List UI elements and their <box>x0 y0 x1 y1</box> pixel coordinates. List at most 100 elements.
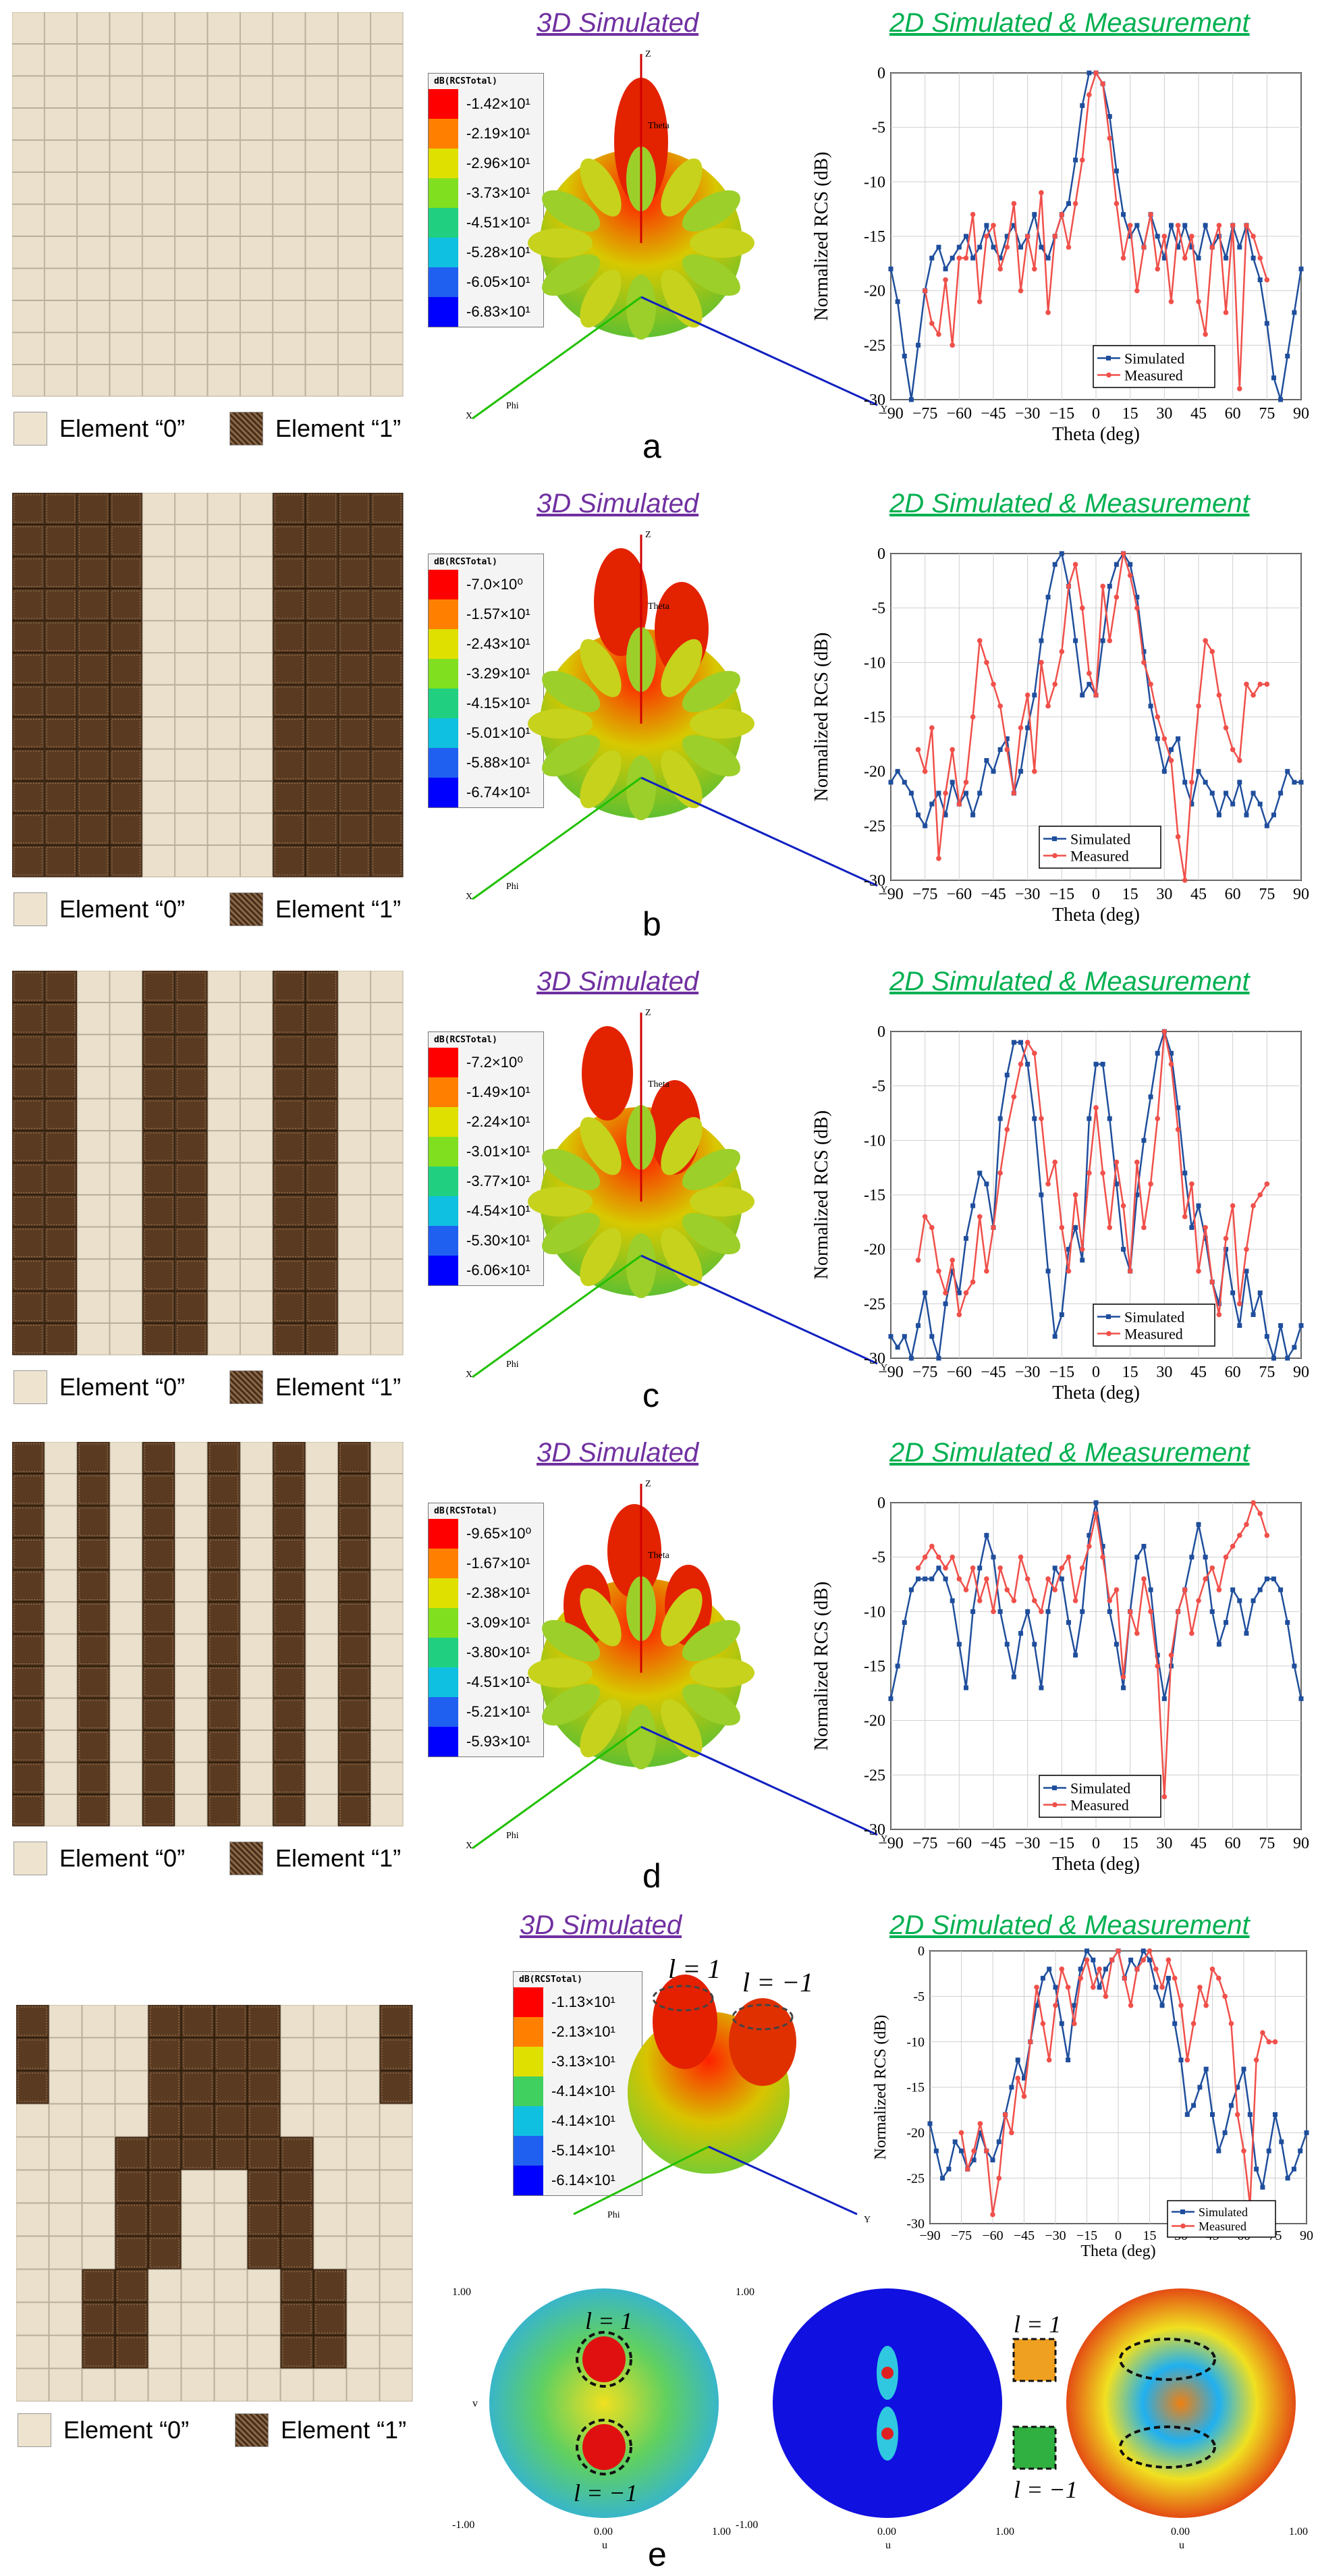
x-tick-label: 30 <box>1156 1835 1172 1852</box>
y-tick-label: -25 <box>906 2171 925 2186</box>
unit-cell-0 <box>16 2170 49 2203</box>
data-point-measured <box>1018 288 1024 294</box>
data-point-simulated <box>1271 1356 1276 1361</box>
uv-tick-u-center: 0.00 <box>594 2526 613 2538</box>
unit-cell-1 <box>370 493 404 525</box>
axis-phi-label: Phi <box>506 1360 519 1370</box>
colorbar-label: -6.06×10¹ <box>466 1262 530 1279</box>
unit-cell-0 <box>44 76 78 108</box>
colorbar-swatch <box>429 149 458 178</box>
unit-cell-1-texture <box>307 494 336 522</box>
side-lobe <box>661 750 703 809</box>
data-point-measured <box>1078 1975 1083 1981</box>
x-tick-label: −45 <box>1014 2228 1035 2243</box>
data-point-measured <box>1039 1609 1044 1615</box>
unit-cell-0 <box>370 1195 404 1227</box>
unit-cell-0 <box>44 1442 78 1474</box>
unit-cell-1 <box>273 1227 306 1259</box>
unit-cell-1 <box>142 1602 175 1634</box>
data-point-simulated <box>1080 103 1085 108</box>
data-point-measured <box>977 1214 983 1220</box>
unit-cell-0 <box>346 2335 380 2369</box>
unit-cell-1-texture <box>79 719 108 747</box>
hotspot-minus <box>582 2424 626 2470</box>
legend-element-1: Element “1” <box>229 1842 401 1875</box>
unit-cell-0 <box>115 2005 148 2038</box>
unit-cell-0 <box>337 204 371 236</box>
unit-cell-1 <box>337 717 371 749</box>
data-point-simulated <box>963 1236 968 1241</box>
unit-cell-1 <box>16 2070 49 2104</box>
unit-cell-1-texture <box>275 558 304 587</box>
data-point-measured <box>1228 2020 1234 2027</box>
unit-cell-1 <box>273 620 306 653</box>
unit-cell-1 <box>273 717 306 749</box>
unit-cell-1 <box>207 1698 240 1730</box>
data-point-simulated <box>977 2130 983 2135</box>
unit-cell-0 <box>142 332 175 365</box>
colorbar-row: -2.38×10¹ <box>429 1578 543 1608</box>
unit-cell-0 <box>82 2236 115 2270</box>
data-point-measured <box>1264 277 1270 283</box>
data-point-simulated <box>923 823 928 828</box>
unit-cell-1 <box>305 1259 338 1291</box>
y-tick-label: -5 <box>872 1078 885 1096</box>
side-lobe <box>580 1699 622 1758</box>
data-point-simulated <box>977 1565 983 1571</box>
unit-cell-0 <box>175 12 208 44</box>
unit-cell-0 <box>370 76 404 108</box>
data-point-simulated <box>902 353 907 358</box>
unit-cell-0 <box>175 332 208 365</box>
unit-cell-1 <box>181 2137 215 2170</box>
uv-map-ideal: 1.00 -1.00 0.00 1.00 u <box>736 2286 1014 2551</box>
data-point-simulated <box>970 1203 976 1208</box>
unit-cell-1 <box>142 1442 175 1474</box>
colorbar-swatch <box>429 1107 458 1137</box>
unit-cell-1-texture <box>13 1636 43 1664</box>
legend-element-0: Element “0” <box>13 1842 185 1875</box>
unit-cell-1 <box>77 1569 110 1602</box>
unit-cell-1 <box>44 685 78 717</box>
unit-cell-1-texture <box>79 591 108 619</box>
colorbar-label: -2.96×10¹ <box>466 155 530 171</box>
unit-cell-1 <box>109 620 142 653</box>
data-point-simulated <box>1298 1323 1304 1329</box>
unit-cell-1-texture <box>373 494 402 522</box>
y-tick-label: -30 <box>906 2217 925 2232</box>
data-point-measured <box>1024 1576 1031 1582</box>
unit-cell-0 <box>240 653 273 685</box>
unit-cell-1-texture <box>307 1164 336 1193</box>
data-point-simulated <box>1257 1290 1263 1295</box>
chart-legend <box>1167 2200 1276 2238</box>
unit-cell-1-texture <box>307 1261 336 1289</box>
unit-cell-1 <box>273 1698 306 1730</box>
data-point-simulated <box>1304 2130 1309 2135</box>
unit-cell-1-texture <box>46 622 76 651</box>
unit-cell-0 <box>214 2335 248 2369</box>
unit-cell-1-texture <box>144 1443 173 1472</box>
unit-cell-0 <box>305 1569 338 1602</box>
unit-cell-0 <box>207 525 240 557</box>
unit-cell-1-texture <box>111 815 140 843</box>
unit-cell-0 <box>337 971 371 1002</box>
unit-cell-1 <box>12 1067 45 1099</box>
x-tick-label: 45 <box>1190 886 1207 903</box>
legend-marker <box>1106 372 1111 378</box>
axis-phi-label: Phi <box>607 2210 620 2220</box>
unit-cell-1 <box>305 781 338 813</box>
axis-x-line <box>573 2145 709 2216</box>
data-point-simulated <box>1045 255 1051 261</box>
unit-cell-0 <box>44 1730 78 1763</box>
unit-cell-0 <box>370 204 404 236</box>
x-tick-label: 15 <box>1122 1364 1138 1381</box>
data-point-simulated <box>908 397 914 402</box>
data-point-measured <box>991 681 996 687</box>
unit-cell-1 <box>305 653 338 685</box>
colorbar-row: -3.13×10¹ <box>514 2047 642 2076</box>
data-point-simulated <box>1291 2166 1296 2172</box>
y-tick-label: -20 <box>906 2126 925 2141</box>
data-point-simulated <box>1189 244 1195 250</box>
colorbar-label: -6.74×10¹ <box>466 784 530 801</box>
data-point-simulated <box>1264 1334 1269 1339</box>
lobe-peak <box>594 548 648 656</box>
